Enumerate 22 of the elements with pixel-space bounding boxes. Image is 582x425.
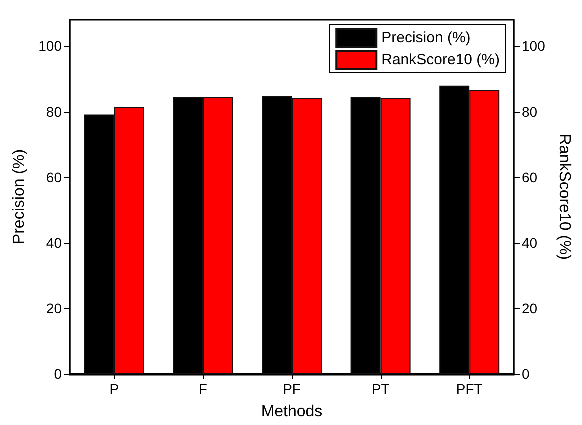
y2-tick-label: 60 — [522, 169, 538, 186]
legend-label: RankScore10 (%) — [382, 52, 500, 68]
y2-tick-label: 40 — [522, 234, 538, 251]
y-tick-label: 20 — [46, 300, 62, 316]
x-tick-label: PT — [372, 381, 390, 397]
y-tick-label: 40 — [46, 234, 62, 251]
y2-tick-label: 80 — [522, 104, 538, 120]
x-tick-label: PF — [283, 381, 301, 397]
y-tick-label: 100 — [38, 38, 62, 54]
y-axis-title: Precision (%) — [11, 149, 28, 245]
x-tick-label: PFT — [456, 381, 484, 397]
y2-tick-label: 100 — [522, 38, 546, 54]
y2-axis-title: RankScore10 (%) — [556, 134, 573, 260]
x-tick-label: P — [110, 381, 120, 397]
y-tick-label: 0 — [54, 366, 62, 382]
x-axis-title: Methods — [261, 404, 323, 420]
y2-tick-label: 20 — [522, 300, 538, 316]
y-tick-label: 80 — [46, 104, 62, 120]
y2-tick-label: 0 — [522, 366, 530, 382]
x-tick-label: F — [198, 381, 208, 397]
y-tick-label: 60 — [46, 169, 62, 186]
legend-label: Precision (%) — [382, 30, 471, 46]
